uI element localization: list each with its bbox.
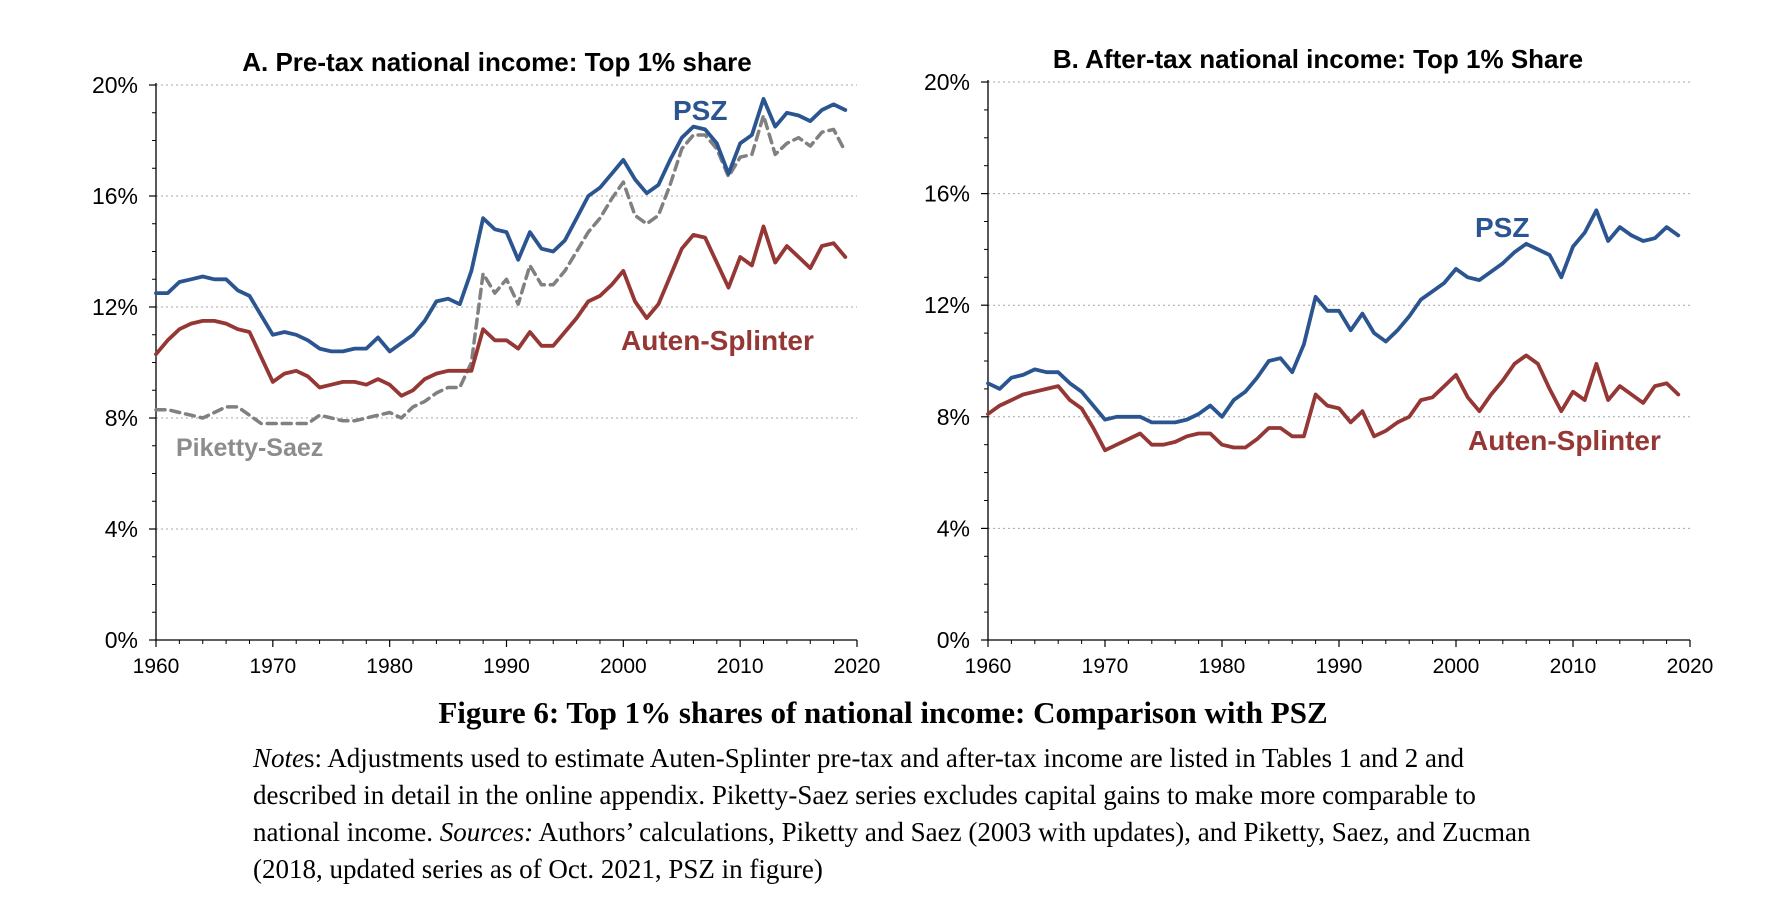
y-tick-label: 8%	[937, 404, 970, 430]
y-tick-label: 12%	[92, 294, 138, 320]
series-label-psz: PSZ	[1475, 212, 1529, 243]
figure-notes: Notes: Adjustments used to estimate Aute…	[253, 740, 1553, 888]
chart-panel-a: A. Pre-tax national income: Top 1% share…	[92, 47, 880, 678]
series-label-auten-splinter: Auten-Splinter	[1468, 425, 1661, 456]
x-tick-label: 1990	[1316, 655, 1363, 678]
sources-text: Authors’ calculations, Piketty and Saez …	[253, 817, 1531, 884]
y-tick-label: 12%	[924, 292, 970, 318]
y-tick-label: 4%	[937, 515, 970, 541]
x-tick-label: 1960	[133, 655, 180, 678]
y-tick-label: 20%	[924, 69, 970, 95]
series-label-auten-splinter: Auten-Splinter	[621, 325, 814, 356]
chart-panel-b: B. After-tax national income: Top 1% Sha…	[924, 44, 1713, 678]
notes-label-suffix: s	[304, 743, 315, 773]
x-tick-label: 1970	[249, 655, 296, 678]
x-tick-label: 2020	[1667, 655, 1714, 678]
x-tick-label: 1980	[1199, 655, 1246, 678]
series-line-psz	[154, 97, 848, 354]
y-tick-label: 16%	[924, 181, 970, 207]
x-tick-label: 2020	[834, 655, 881, 678]
y-tick-label: 4%	[105, 516, 138, 542]
x-tick-label: 2010	[717, 655, 764, 678]
charts-figure: A. Pre-tax national income: Top 1% share…	[92, 44, 1713, 678]
figure-caption: Figure 6: Top 1% shares of national inco…	[0, 695, 1766, 884]
series-line-psz	[986, 208, 1681, 425]
notes-text: : Adjustments used to estimate Auten-Spl…	[253, 743, 1476, 847]
x-tick-label: 1990	[483, 655, 530, 678]
y-tick-label: 8%	[105, 405, 138, 431]
x-tick-label: 1980	[366, 655, 413, 678]
x-tick-label: 2000	[1433, 655, 1480, 678]
y-tick-label: 20%	[92, 72, 138, 98]
x-tick-label: 1970	[1082, 655, 1129, 678]
series-line-piketty-saez	[154, 113, 848, 426]
chart-title: B. After-tax national income: Top 1% Sha…	[1053, 44, 1583, 74]
series-line-auten-splinter	[986, 353, 1681, 453]
notes-label: Note	[253, 743, 304, 773]
y-tick-label: 16%	[92, 183, 138, 209]
y-tick-label: 0%	[105, 627, 138, 653]
chart-title: A. Pre-tax national income: Top 1% share	[242, 47, 752, 77]
series-label-psz: PSZ	[673, 95, 727, 126]
x-tick-label: 2010	[1550, 655, 1597, 678]
figure-title: Figure 6: Top 1% shares of national inco…	[438, 695, 1328, 730]
series-line-auten-splinter	[154, 224, 848, 398]
x-tick-label: 1960	[965, 655, 1012, 678]
x-tick-label: 2000	[600, 655, 647, 678]
y-tick-label: 0%	[937, 627, 970, 653]
sources-label: Sources:	[439, 817, 534, 847]
series-label-piketty-saez: Piketty-Saez	[176, 434, 323, 462]
